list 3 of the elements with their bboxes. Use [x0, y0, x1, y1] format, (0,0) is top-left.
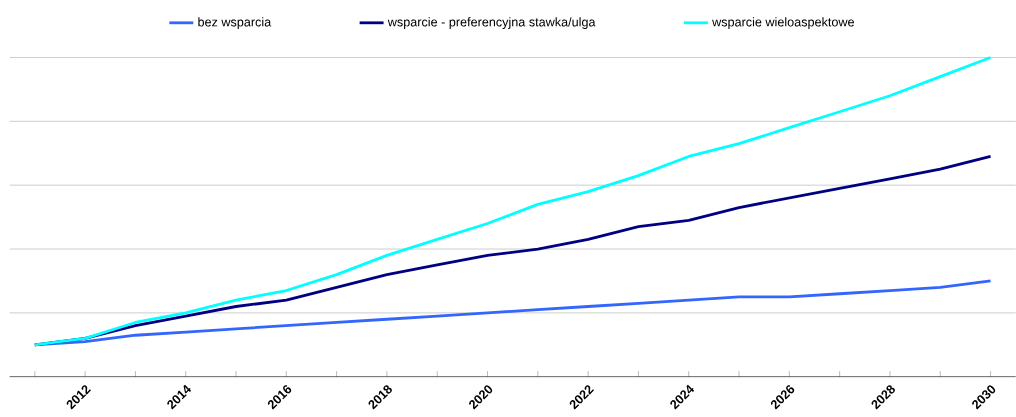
legend-label: wsparcie wieloaspektowe: [712, 17, 854, 30]
legend-label: wsparcie - preferencyjna stawka/ulga: [387, 17, 596, 30]
legend-label: bez wsparcia: [198, 17, 272, 30]
